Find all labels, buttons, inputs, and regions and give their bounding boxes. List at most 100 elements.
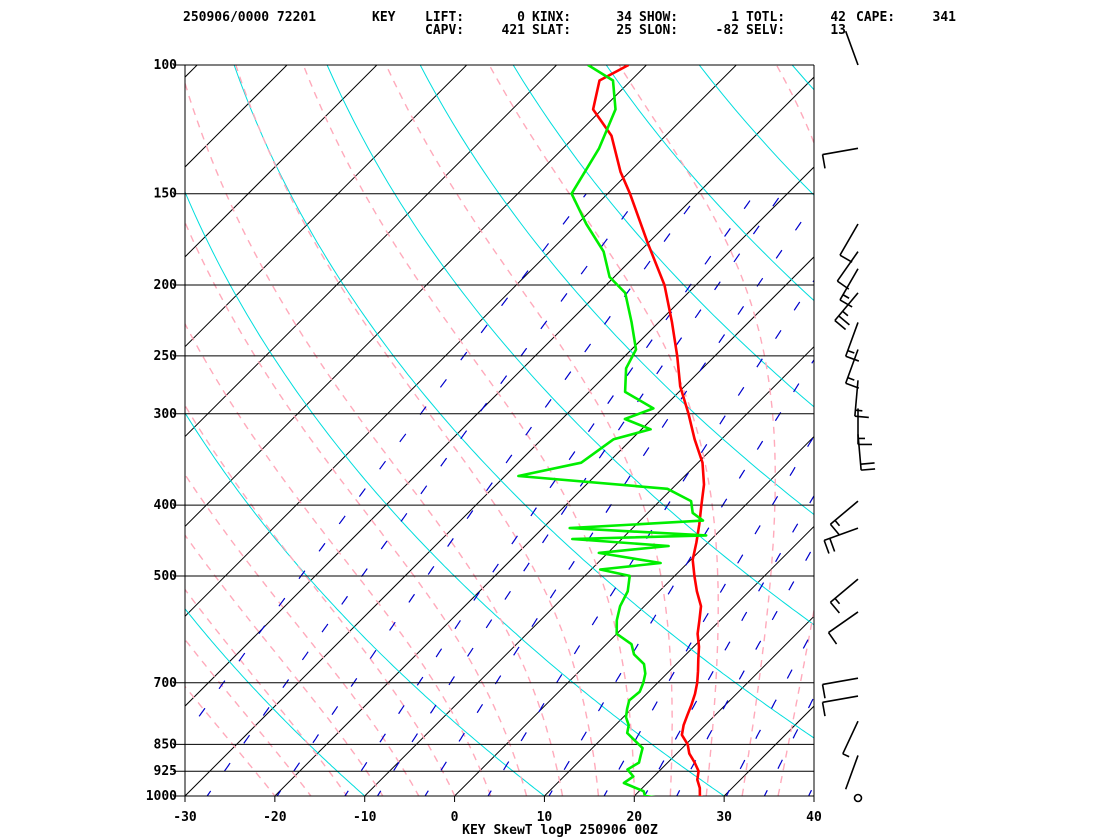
- wind-barb-half-flag: [834, 519, 841, 527]
- header-row2-label-0: CAPV:: [425, 23, 465, 38]
- header-stamp: 250906/0000 72201: [183, 10, 317, 25]
- wind-barb: [854, 380, 869, 419]
- dry-adiabat-line: [185, 412, 546, 796]
- pressure-tick-label: 850: [154, 737, 178, 752]
- wind-barb-flag: [821, 154, 826, 169]
- wind-barb-flag: [823, 540, 830, 554]
- header-row1-value-0: 0: [517, 10, 525, 25]
- wind-barb: [842, 720, 859, 758]
- header-row2-label-1: SLAT:: [532, 23, 572, 38]
- dry-adiabat-line: [185, 190, 725, 796]
- wind-barb: [844, 322, 860, 362]
- wind-barb-half-flag: [847, 349, 855, 354]
- moist-adiabat-line: [488, 65, 719, 796]
- wind-barb-flag: [827, 632, 838, 645]
- wind-barb-flag: [860, 462, 875, 465]
- dry-adiabat-line: [419, 65, 814, 516]
- pressure-tick-label: 250: [154, 349, 178, 364]
- dry-adiabat-line: [791, 65, 814, 91]
- pressure-tick-label: 925: [154, 764, 177, 779]
- header-row1-label-4: CAPE:: [856, 10, 896, 25]
- calm-wind-marker: [853, 793, 863, 803]
- moist-adiabat-line: [185, 638, 312, 796]
- temperature-tick-label: -30: [173, 810, 197, 825]
- moist-adiabat-line: [185, 473, 420, 796]
- profile-lines: [517, 65, 708, 796]
- moist-adiabat-line: [185, 685, 276, 796]
- moist-adiabat-line: [185, 533, 384, 796]
- wind-barb-staff: [829, 500, 859, 525]
- pressure-tick-label: 200: [154, 278, 178, 293]
- wind-barb-half-flag: [855, 409, 863, 412]
- isotherm-line: [185, 65, 558, 438]
- wind-barb-half-flag: [847, 376, 855, 381]
- moist-adiabat-line: [618, 65, 776, 796]
- wind-barb-flag: [838, 315, 850, 326]
- temperature-tick-label: 40: [806, 810, 822, 825]
- dry-adiabat-line: [233, 65, 814, 739]
- wind-barb: [823, 527, 859, 554]
- mixing-ratio-line: [206, 193, 642, 796]
- wind-barb-half-flag: [842, 753, 850, 758]
- wind-barb-staff: [822, 147, 859, 156]
- wind-barb-flag: [839, 299, 853, 308]
- moist-adiabat-line: [185, 404, 456, 796]
- isotherm-line: [185, 65, 737, 617]
- header-station: KEY: [372, 10, 396, 25]
- temperature-profile-line: [591, 65, 706, 796]
- wind-barb: [821, 695, 859, 717]
- isotherm-line: [185, 65, 378, 258]
- header-row2-label-2: SLON:: [639, 23, 679, 38]
- wind-barb-staff: [839, 223, 859, 256]
- wind-barb: [857, 408, 872, 446]
- wind-barb: [844, 30, 859, 66]
- mixing-ratio-line: [603, 435, 814, 796]
- dry-adiabat-line: [855, 32, 1120, 800]
- wind-barb-staff: [829, 578, 859, 603]
- temperature-tick-label: 30: [716, 810, 732, 825]
- mixing-ratio-line: [424, 202, 814, 796]
- wind-barb: [821, 677, 859, 699]
- wind-barb-flag: [845, 355, 860, 362]
- wind-barb-half-flag: [842, 294, 850, 299]
- mixing-ratio-line: [808, 783, 814, 796]
- isotherm-line: [543, 525, 814, 796]
- header-row2-value-0: 421: [501, 23, 525, 38]
- wind-barb-staff: [844, 755, 859, 790]
- temperature-tick-label: 0: [451, 810, 459, 825]
- isotherm-line: [185, 65, 468, 348]
- moist-adiabat-line: [185, 220, 528, 796]
- header-row1-label-1: KINX:: [532, 10, 572, 25]
- isobar-lines: [173, 64, 815, 797]
- isotherm-line: [185, 65, 198, 78]
- background-lines: [185, 32, 1120, 800]
- mixing-ratio-line: [763, 695, 814, 796]
- wind-barb-staff: [828, 611, 859, 634]
- pressure-tick-label: 100: [154, 58, 178, 73]
- header-row1-value-4: 341: [932, 10, 956, 25]
- wind-barb-staff: [822, 695, 859, 704]
- header-row1-label-2: SHOW:: [639, 10, 679, 25]
- mixing-ratio-line: [487, 279, 814, 796]
- temperature-tick-label: 20: [626, 810, 642, 825]
- wind-barb-flag: [829, 601, 841, 614]
- header-row2-value-3: 13: [830, 23, 846, 38]
- wind-barb: [857, 434, 876, 471]
- moist-adiabat-line: [235, 65, 600, 796]
- pressure-tick-label: 500: [154, 569, 178, 584]
- moist-adiabat-line: [185, 588, 348, 796]
- isotherm-line: [453, 435, 814, 796]
- dry-adiabat-line: [512, 65, 814, 408]
- wind-barb: [829, 500, 859, 536]
- isotherm-line: [185, 166, 814, 796]
- mixing-ratio-line: [548, 358, 814, 796]
- moist-adiabat-line: [185, 322, 492, 796]
- wind-barb: [829, 578, 859, 614]
- header-row1-label-0: LIFT:: [425, 10, 465, 25]
- wind-barb: [836, 251, 859, 290]
- wind-barb-staff: [842, 720, 859, 755]
- header-row1-value-1: 34: [616, 10, 632, 25]
- wind-barb: [844, 755, 859, 790]
